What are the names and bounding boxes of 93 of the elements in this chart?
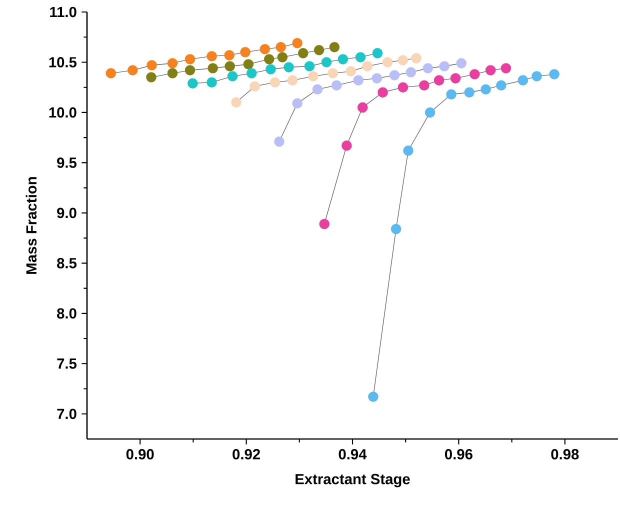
point	[389, 70, 400, 80]
point	[287, 75, 298, 86]
y-tick-label: 9.5	[57, 158, 77, 168]
point	[485, 65, 496, 76]
point	[128, 65, 138, 76]
y-tick-label: 10.0	[49, 107, 76, 118]
point	[424, 107, 436, 118]
point	[167, 68, 178, 78]
point	[338, 54, 348, 64]
point	[368, 392, 378, 402]
point	[206, 51, 217, 62]
point	[372, 48, 383, 58]
point	[276, 42, 286, 52]
point	[298, 48, 308, 58]
point	[274, 136, 284, 147]
point	[188, 78, 198, 88]
point	[419, 80, 430, 90]
x-tick-label: 0.92	[232, 449, 260, 460]
point	[446, 89, 456, 100]
point	[206, 77, 217, 88]
point	[342, 140, 352, 151]
point	[184, 65, 196, 76]
point	[246, 68, 257, 78]
x-axis-title: Extractant Stage	[296, 474, 410, 488]
point	[353, 75, 364, 86]
x-tick-label: 0.90	[126, 449, 154, 460]
point	[308, 71, 318, 82]
y-tick-label: 10.5	[49, 57, 77, 68]
y-tick-label: 7.0	[57, 408, 76, 420]
point	[243, 59, 254, 70]
point	[292, 98, 302, 109]
point	[403, 146, 414, 156]
y-tick-label: 7.5	[57, 358, 77, 369]
point	[382, 57, 393, 68]
point	[314, 45, 324, 56]
point	[355, 52, 366, 62]
point	[270, 77, 280, 88]
point	[146, 72, 156, 82]
point	[304, 61, 315, 72]
point	[439, 61, 450, 72]
point	[398, 55, 408, 66]
point	[532, 71, 542, 82]
point	[346, 66, 356, 76]
x-tick-label: 0.96	[445, 449, 472, 460]
point	[312, 84, 323, 94]
point	[456, 58, 466, 68]
point	[106, 68, 116, 78]
point	[406, 67, 416, 78]
point	[240, 47, 250, 58]
point	[146, 60, 157, 70]
point	[292, 38, 302, 48]
y-tick-label: 9.0	[57, 208, 76, 218]
point	[328, 68, 338, 78]
x-tick-label: 0.94	[338, 449, 367, 460]
point	[224, 50, 234, 60]
point	[390, 224, 402, 234]
point	[422, 63, 434, 74]
point	[331, 80, 342, 90]
point	[208, 63, 218, 74]
point	[184, 54, 196, 64]
y-tick-label: 11.0	[50, 6, 76, 18]
point	[224, 61, 235, 72]
point	[496, 80, 506, 90]
point	[277, 52, 288, 62]
point	[266, 64, 276, 74]
point	[372, 73, 382, 84]
point	[329, 42, 340, 52]
point	[321, 57, 332, 68]
point	[231, 97, 242, 108]
point	[260, 44, 270, 54]
y-tick-label: 8.5	[57, 258, 77, 268]
y-axis-title: Mass Fraction	[26, 177, 37, 274]
point	[470, 69, 480, 80]
point	[480, 84, 491, 94]
point	[500, 63, 512, 74]
point	[464, 87, 474, 98]
point	[227, 71, 238, 82]
x-tick-label: 0.98	[551, 449, 579, 460]
point	[378, 87, 388, 98]
y-tick-label: 8.0	[57, 308, 76, 319]
point	[250, 81, 260, 92]
point	[167, 58, 178, 68]
point	[411, 53, 422, 64]
point	[362, 61, 373, 72]
point	[450, 73, 461, 84]
point	[264, 54, 274, 64]
point	[357, 102, 368, 113]
point	[549, 69, 560, 80]
point	[518, 75, 528, 86]
point	[284, 62, 294, 72]
point	[319, 218, 330, 230]
point	[398, 82, 408, 92]
point	[434, 75, 444, 86]
